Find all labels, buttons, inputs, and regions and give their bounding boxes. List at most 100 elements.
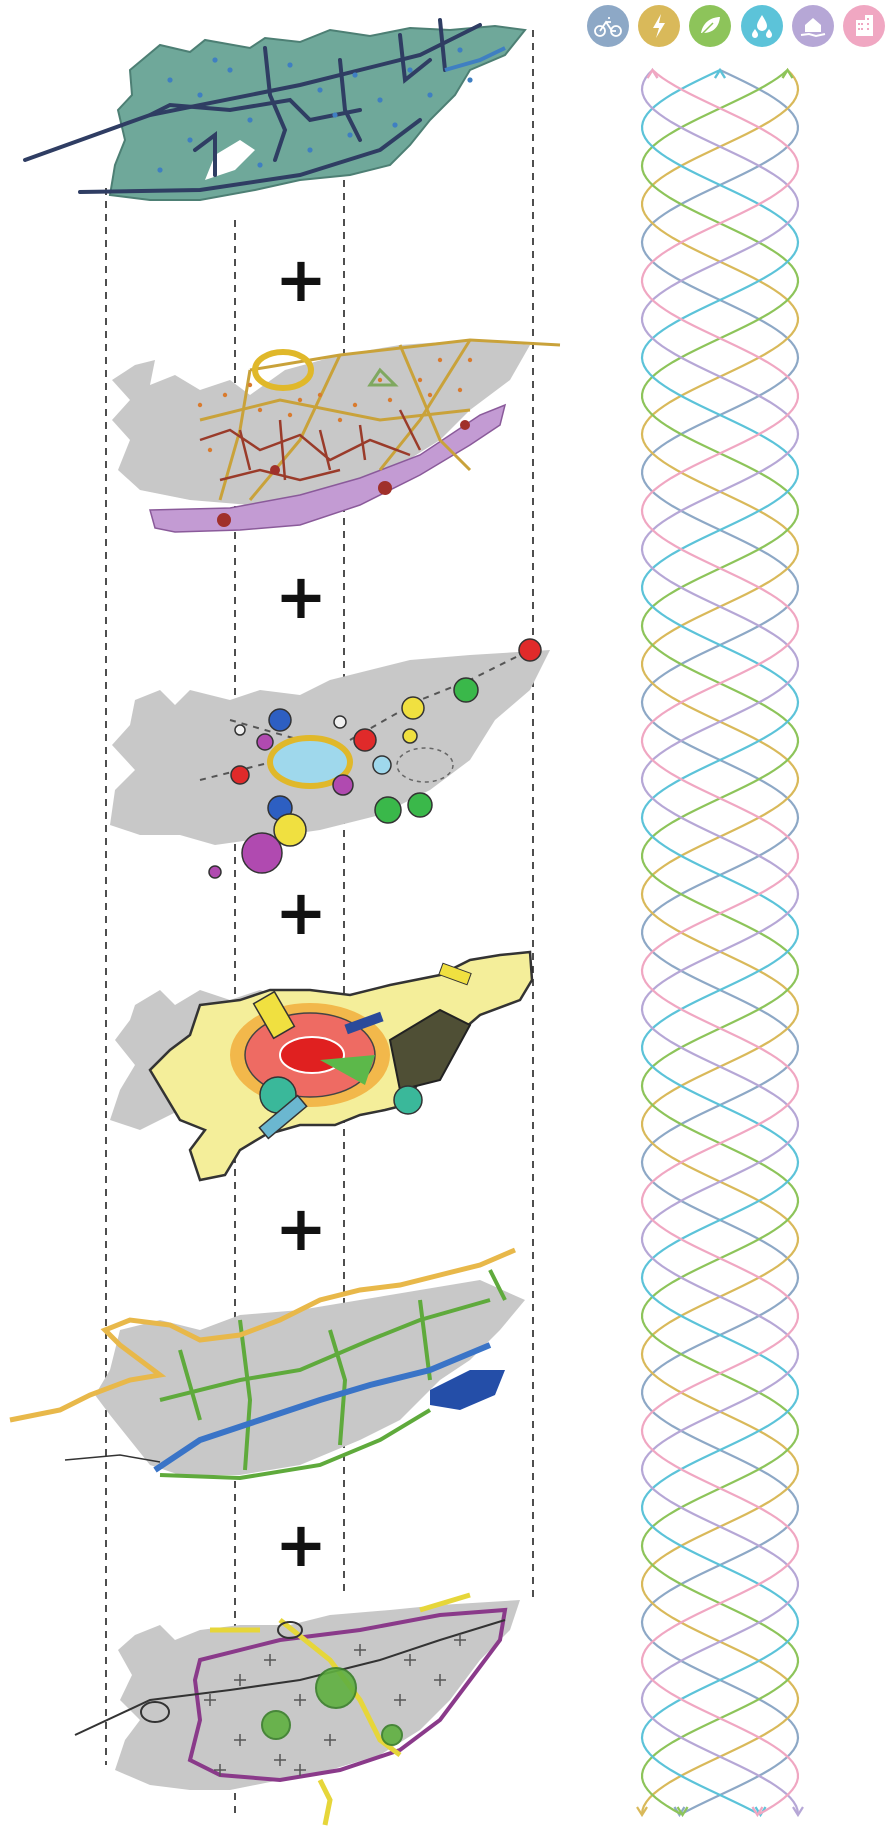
eco-dot [222,392,228,398]
eco-dots [197,357,473,453]
energy-bubble [372,755,392,775]
water-dot [457,47,463,53]
plus-sign-4: + [275,1192,327,1265]
plus-sign-3: + [275,876,327,949]
energy-bubble [234,724,246,736]
water-dot [307,147,313,153]
buildings-icon [843,5,885,47]
energy-bubble [453,677,479,703]
water-dot [467,77,473,83]
plus-sign-5: + [275,1508,327,1581]
transport-cross [274,1754,286,1766]
eco-dot [317,392,323,398]
corridor-thin-line [64,1454,161,1463]
eco-ring [252,349,314,391]
energy-bubble [268,708,292,732]
eco-dot [247,382,253,388]
energy-bubble [518,638,542,662]
transport-green-node-1 [315,1667,357,1709]
energy-bubble [230,765,250,785]
eco-base-shape [112,340,530,505]
helix-strand-6 [640,69,800,1815]
helix-strand-3 [640,69,800,1815]
land-navy-bar [344,1011,384,1035]
transport-green-node-2 [261,1710,291,1740]
water-hole [205,140,255,180]
transport-cross [394,1694,406,1706]
transport-cross [214,1764,226,1776]
helix-strand-4 [640,69,800,1815]
water-dot [392,122,398,128]
helix-arrow-top-4 [714,67,726,79]
water-blue-channel [444,46,506,72]
leaf-icon [689,5,731,47]
helix-arrow-bottom-3 [676,1806,689,1818]
eco-dot [352,402,358,408]
water-dot [257,162,263,168]
helix-strand-2 [640,69,800,1815]
layer-energy-nodes [110,638,550,879]
energy-bubble [241,832,283,874]
eco-dot [197,402,203,408]
land-yellow-bar-1 [252,990,296,1040]
helix-arrow-bottom-2 [636,1806,648,1818]
water-dots [157,47,473,173]
corridor-dark-blue [430,1370,505,1410]
transport-cross [294,1694,306,1706]
energy-bubble [256,733,274,751]
water-dot [332,112,338,118]
water-drops-icon [741,5,783,47]
helix-arrow-bottom-5 [792,1806,804,1818]
bicycle-icon [587,5,629,47]
water-dot [197,92,203,98]
water-dot [407,67,413,73]
water-dot [212,57,218,63]
transport-yellow-axis [210,1592,471,1826]
water-lines [23,18,482,194]
transport-cross [354,1644,366,1656]
transport-cross [234,1674,246,1686]
transport-open-ring-2 [277,1621,303,1639]
plus-sign-1: + [275,243,327,316]
helix-strand-5 [640,69,800,1815]
energy-dashed-ring [396,747,454,783]
land-yellow-bar-2 [438,962,472,986]
energy-bubble [402,728,418,744]
transport-dark-lines [74,1619,506,1736]
transport-cross [434,1674,446,1686]
energy-center [267,735,353,789]
transport-cross [324,1734,336,1746]
water-base-shape [108,24,527,201]
eco-dot [427,392,433,398]
eco-dot [437,357,443,363]
helix-strands [636,67,804,1818]
transport-open-ring-1 [140,1701,170,1723]
corridor-green-lines [159,1269,507,1481]
land-blue-bar [258,1094,308,1140]
corridor-base-shape [95,1280,525,1475]
energy-bubble [374,796,402,824]
energy-bubble [407,792,433,818]
eco-purple-band [149,403,507,533]
eco-dot [337,417,343,423]
eco-dot [467,357,473,363]
helix-strand-1 [640,69,800,1815]
transport-cross [294,1764,306,1776]
eco-dot [387,397,393,403]
water-dot [427,92,433,98]
land-teal-circle-2 [393,1085,423,1115]
corridor-blue-river [153,1342,492,1473]
energy-bubble [208,865,222,879]
transport-crosses [204,1634,466,1776]
water-dot [317,87,323,93]
water-dot [352,72,358,78]
lightning-icon [638,5,680,47]
layer-blue-green-corridors [9,1247,525,1481]
eco-dot [377,377,383,383]
energy-bubble [401,696,425,720]
transport-cross [454,1634,466,1646]
helix-arrow-bottom-4 [754,1806,767,1818]
helix-arrow-top-6 [646,67,659,79]
layer-transport-axes [74,1592,520,1826]
